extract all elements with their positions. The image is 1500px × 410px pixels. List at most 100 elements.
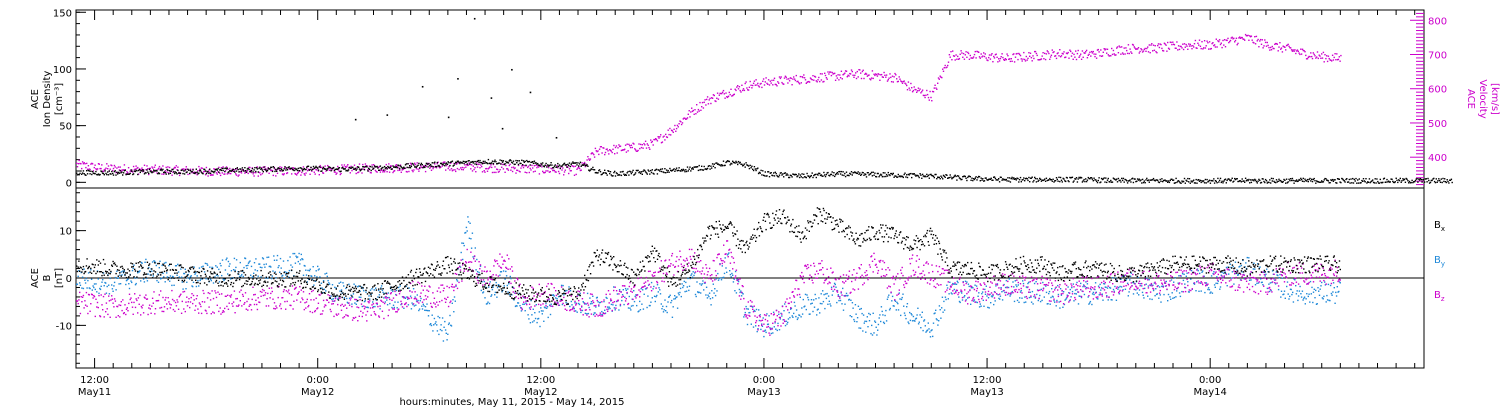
by-point xyxy=(714,294,717,297)
velocity-point xyxy=(775,83,777,86)
density-point xyxy=(520,162,522,165)
x-tick-time-label: 0:00 xyxy=(1199,375,1221,386)
density-point xyxy=(600,173,602,176)
density-point xyxy=(1190,180,1192,182)
density-point xyxy=(578,163,581,165)
density-point xyxy=(657,169,659,171)
by-point xyxy=(187,273,189,276)
velocity-point xyxy=(920,92,922,94)
velocity-point xyxy=(199,170,202,172)
velocity-point xyxy=(1273,47,1275,50)
by-point xyxy=(204,262,207,265)
velocity-point xyxy=(894,72,896,75)
velocity-point xyxy=(1318,54,1320,56)
density-point xyxy=(1206,178,1208,181)
by-point xyxy=(761,323,763,325)
by-point xyxy=(212,267,214,269)
by-point xyxy=(652,288,654,290)
velocity-point xyxy=(664,139,666,141)
by-point xyxy=(323,288,326,290)
by-point xyxy=(905,317,907,320)
density-point xyxy=(308,169,310,171)
by-point xyxy=(200,266,203,268)
by-point xyxy=(834,283,836,286)
density-point xyxy=(92,172,95,174)
density-point xyxy=(1241,178,1243,180)
by-point xyxy=(1149,284,1152,287)
by-point xyxy=(847,294,849,297)
x-tick-time-label: 12:00 xyxy=(80,375,109,386)
density-point xyxy=(1141,182,1143,184)
density-point xyxy=(760,169,762,172)
velocity-point xyxy=(880,74,882,76)
velocity-point xyxy=(1063,51,1065,53)
velocity-point xyxy=(649,148,651,150)
velocity-point xyxy=(260,174,262,176)
density-point xyxy=(498,162,500,164)
velocity-point xyxy=(1328,57,1330,60)
by-point xyxy=(270,266,272,268)
density-point xyxy=(1302,177,1304,180)
by-point xyxy=(1020,290,1022,292)
density-point xyxy=(390,168,392,170)
velocity-point xyxy=(112,167,115,170)
density-point xyxy=(1226,179,1228,182)
by-point xyxy=(961,299,964,301)
by-point xyxy=(926,329,929,331)
by-point xyxy=(1118,293,1121,295)
velocity-point xyxy=(246,170,249,172)
by-point xyxy=(837,294,839,296)
velocity-point xyxy=(682,118,684,120)
velocity-point xyxy=(1053,51,1055,53)
density-point xyxy=(1439,181,1442,183)
velocity-point xyxy=(1316,51,1319,53)
by-point xyxy=(879,314,881,316)
by-point xyxy=(685,290,688,292)
velocity-point xyxy=(517,164,520,167)
velocity-point xyxy=(502,168,505,170)
density-point xyxy=(846,174,848,177)
velocity-point xyxy=(650,139,652,141)
by-point xyxy=(357,285,360,287)
density-point xyxy=(941,176,943,179)
velocity-point xyxy=(1177,45,1180,47)
density-point xyxy=(879,174,881,177)
density-point xyxy=(1193,179,1195,181)
by-point xyxy=(829,303,831,305)
by-point xyxy=(975,301,977,303)
density-point xyxy=(836,171,838,174)
velocity-point xyxy=(1003,59,1006,61)
by-point xyxy=(1084,286,1086,288)
by-point xyxy=(82,287,85,290)
velocity-point xyxy=(1192,45,1194,47)
velocity-point xyxy=(468,162,470,164)
by-point xyxy=(726,254,729,256)
velocity-point xyxy=(885,76,887,78)
density-point xyxy=(1274,181,1276,183)
density-point xyxy=(528,160,530,163)
by-point xyxy=(437,315,439,318)
by-point xyxy=(407,304,410,306)
by-point xyxy=(440,324,442,326)
by-point xyxy=(935,309,937,311)
density-point xyxy=(129,172,131,175)
density-point xyxy=(1172,179,1174,181)
velocity-point xyxy=(418,170,420,172)
velocity-point xyxy=(636,150,638,152)
velocity-point xyxy=(585,163,587,165)
density-point xyxy=(113,170,116,173)
by-point xyxy=(1214,286,1216,288)
velocity-point xyxy=(855,77,858,80)
density-point xyxy=(556,166,558,168)
density-point xyxy=(824,174,826,176)
density-point xyxy=(826,172,828,174)
velocity-point xyxy=(605,148,607,151)
by-point xyxy=(305,269,307,271)
velocity-point xyxy=(1335,59,1337,61)
density-point xyxy=(1098,177,1100,179)
velocity-point xyxy=(204,170,206,173)
velocity-point xyxy=(533,165,536,167)
by-point xyxy=(242,275,244,278)
velocity-point xyxy=(608,153,610,155)
density-point xyxy=(1028,176,1030,179)
